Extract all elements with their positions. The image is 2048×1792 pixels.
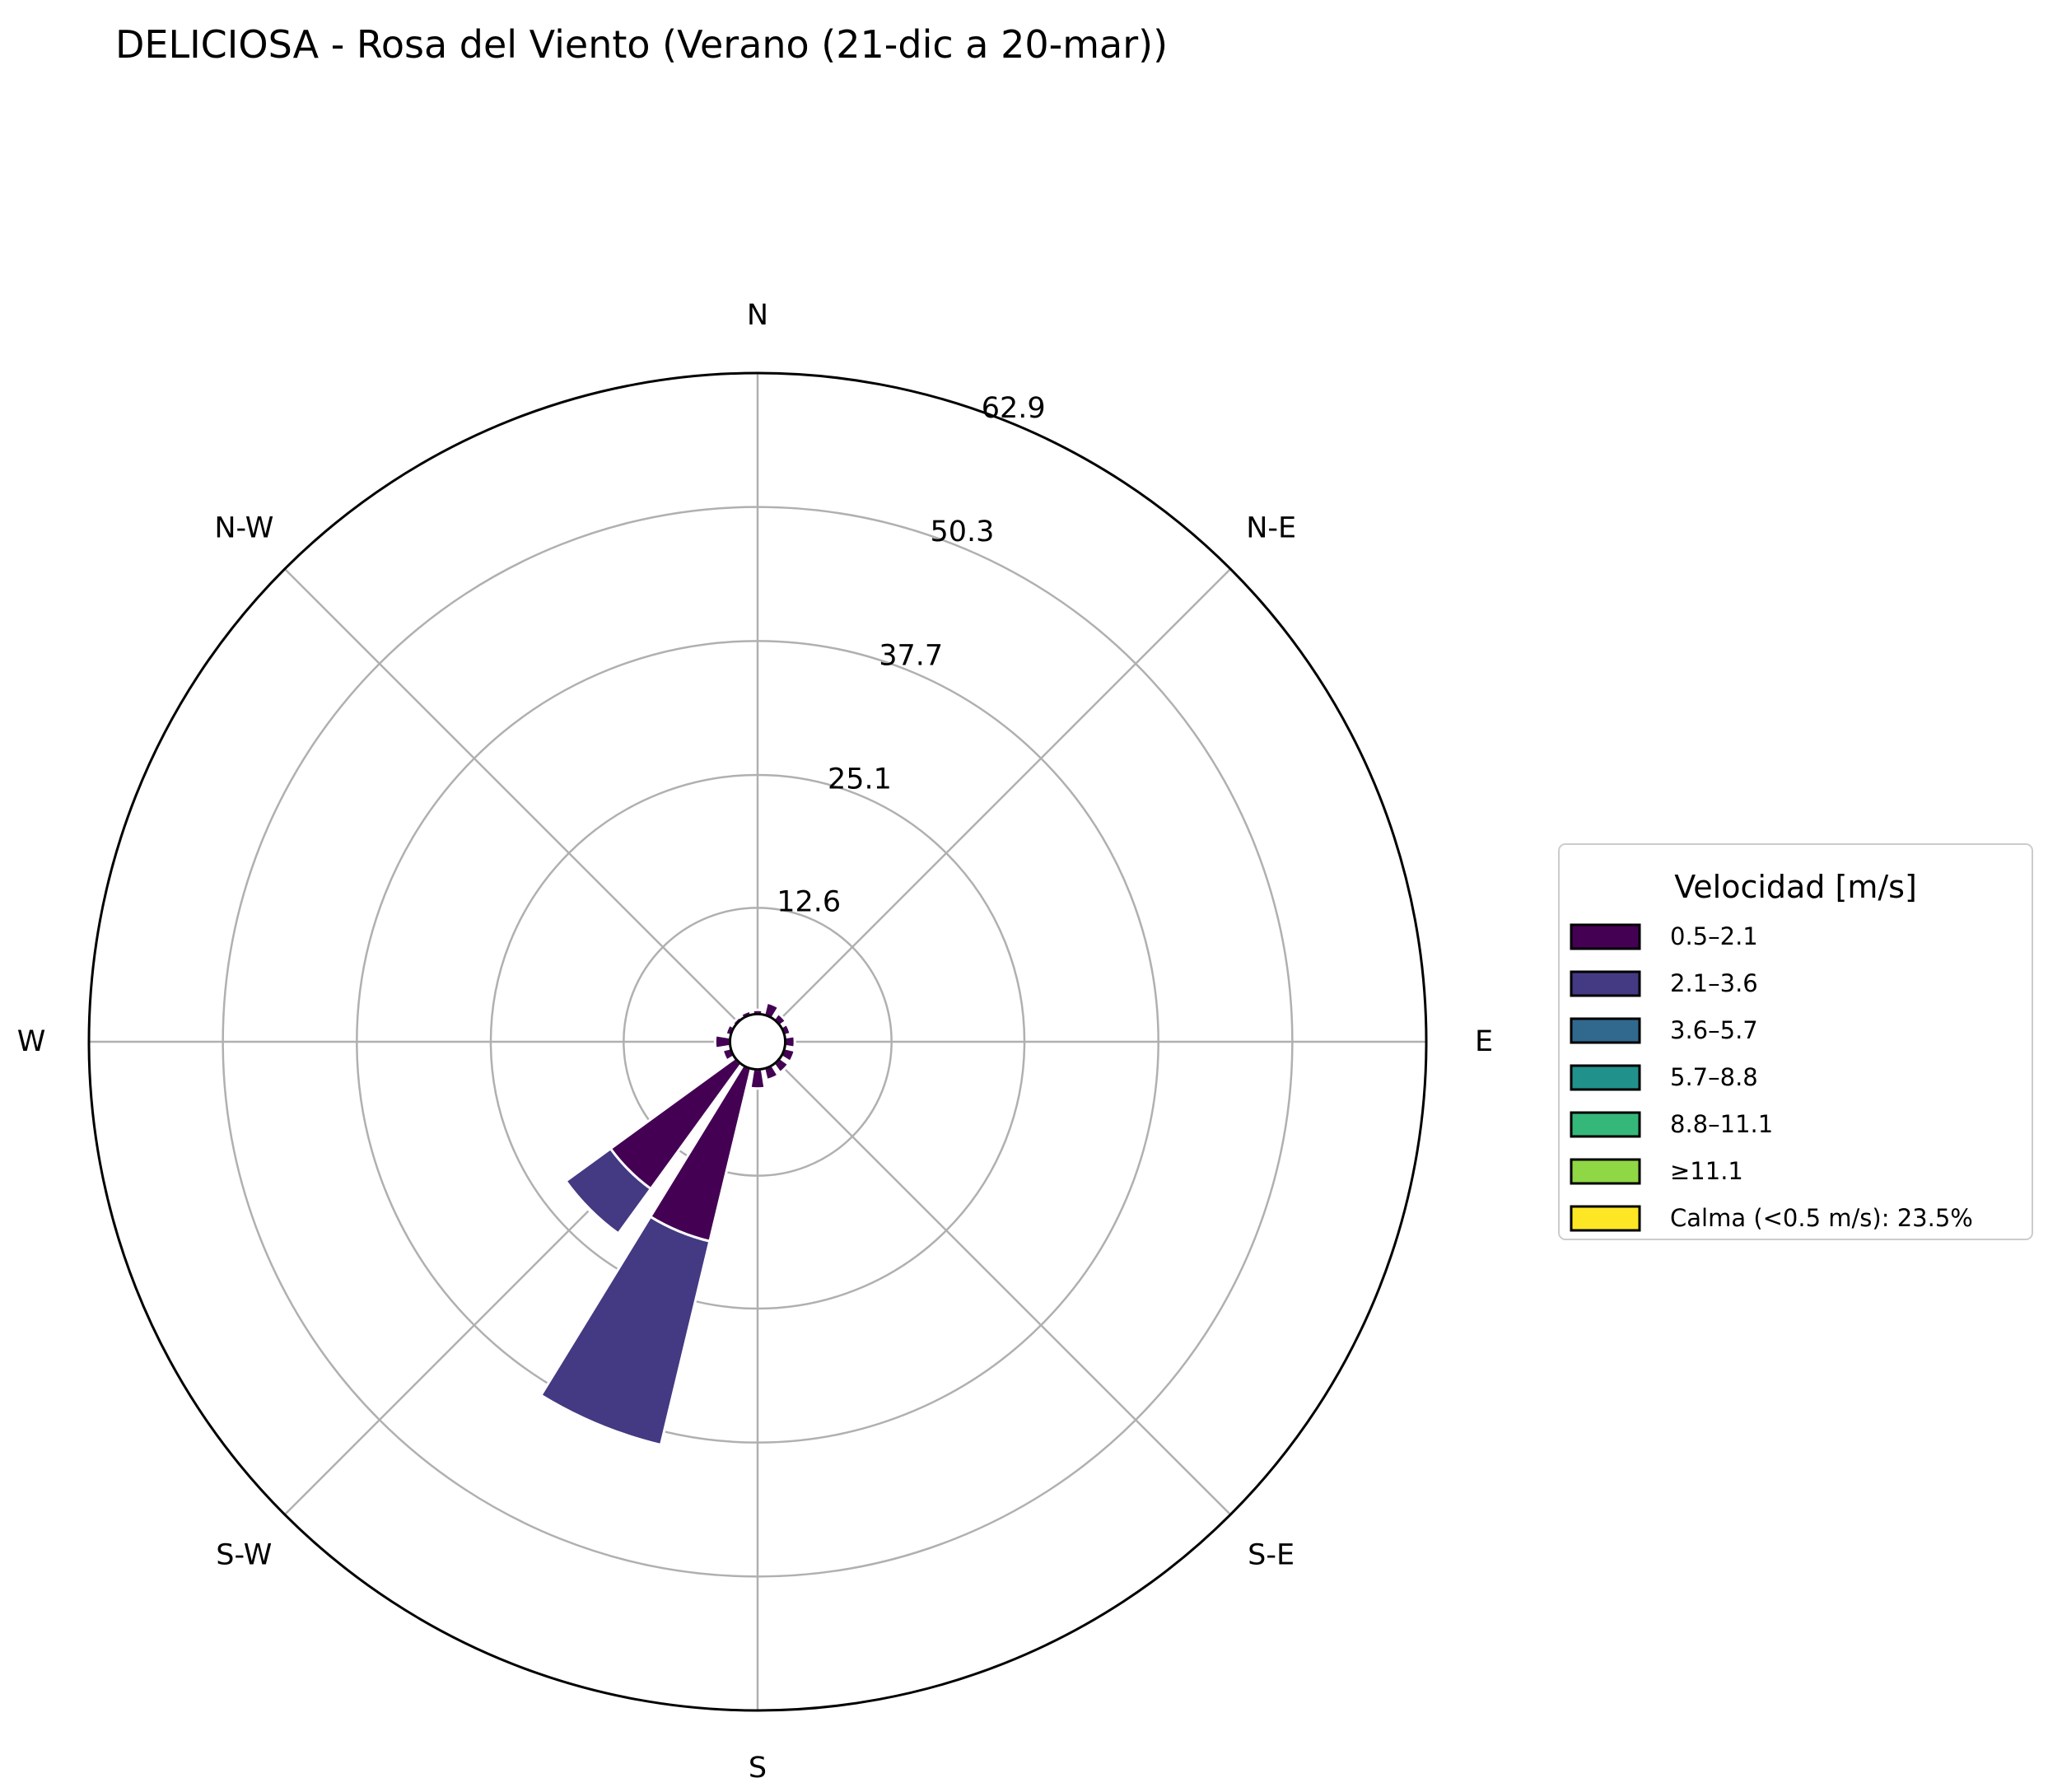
legend: Velocidad [m/s] 0.5–2.1 2.1–3.6 3.6–5.7 5.7–… [1558,843,2033,1240]
polar-axis [87,371,1428,1712]
legend-entry-label: 0.5–2.1 [1670,922,1758,950]
legend-swatch [1570,1205,1641,1232]
legend-swatch [1570,1064,1641,1091]
wind-bars [538,1001,796,1449]
legend-entry-label: 3.6–5.7 [1670,1016,1758,1044]
legend-swatch [1570,923,1641,950]
radial-tick-label: 37.7 [879,639,943,672]
direction-label: N [747,299,768,332]
direction-labels: N N-E E S-E S S-W W N-W [17,299,1493,1785]
grid-spoke [757,567,1232,1043]
direction-label: S-E [1248,1539,1295,1572]
legend-entry-label: Calma (<0.5 m/s): 23.5% [1670,1204,1973,1232]
grid-spoke [283,567,758,1043]
wind-bar-3-dir-9 [538,1393,663,1449]
legend-swatch [1570,970,1641,997]
legend-entry-label: 5.7–8.8 [1670,1063,1758,1091]
radial-tick-label: 25.1 [828,763,892,796]
chart-title: DELICIOSA - Rosa del Viento (Verano (21-… [115,22,1168,67]
direction-label: S [749,1752,767,1785]
polar-grid [89,373,1426,1710]
grid-spoke [757,1041,1232,1516]
legend-swatch [1570,1111,1641,1138]
direction-label: S-W [216,1539,272,1572]
direction-label: E [1475,1025,1493,1058]
wind-bar-1-dir-12 [713,1034,732,1050]
direction-label: N-W [214,511,273,544]
wind-bar-1-dir-8 [749,1067,767,1090]
outer-boundary [87,371,1428,1712]
legend-box [1558,843,2033,1240]
direction-label: W [17,1025,46,1058]
legend-entry-label: 2.1–3.6 [1670,969,1758,997]
radial-tick-labels: 12.6 25.1 37.7 50.3 62.9 [777,392,1045,919]
radial-tick-label: 50.3 [931,516,995,548]
legend-entry-label: 8.8–11.1 [1670,1110,1773,1138]
legend-swatch [1570,1158,1641,1185]
legend-title: Velocidad [m/s] [1674,869,1917,905]
calm-circle [728,1012,787,1071]
direction-label: N-E [1246,511,1296,544]
radial-tick-label: 62.9 [982,392,1046,425]
wind-bar-3-dir-10 [562,1179,620,1237]
legend-swatch [1570,1017,1641,1044]
radial-tick-label: 12.6 [777,886,841,919]
legend-entry-label: ≥11.1 [1670,1157,1743,1185]
